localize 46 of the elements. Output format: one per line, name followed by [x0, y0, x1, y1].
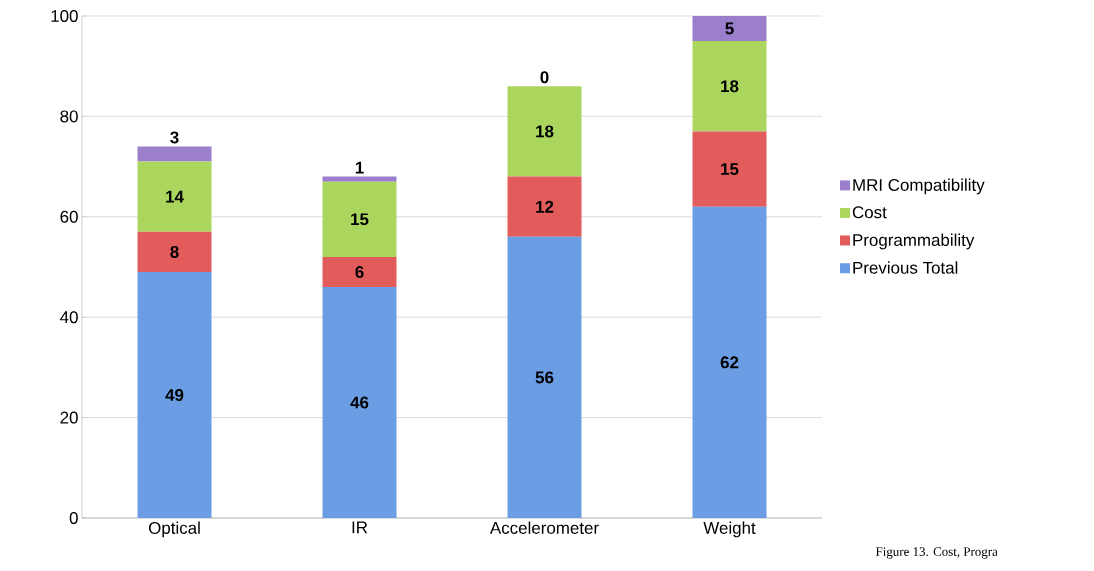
data-label: 5: [725, 22, 734, 35]
y-tick-label: 60: [60, 210, 78, 223]
bar: [322, 176, 397, 182]
x-tick-label: Accelerometer: [489, 521, 599, 534]
legend-label: Programmability: [853, 233, 975, 250]
data-label: 15: [351, 213, 369, 226]
data-label: 14: [166, 190, 184, 203]
bar: [507, 236, 582, 518]
data-label: 18: [536, 125, 554, 138]
bar: [692, 15, 767, 42]
bar: [137, 146, 212, 162]
data-label: 8: [170, 245, 179, 258]
x-tick-label: IR: [352, 521, 368, 534]
x-tick-label: Weight: [703, 521, 756, 538]
data-label: 56: [535, 371, 554, 384]
legend-label: Cost: [852, 206, 887, 219]
data-label: 46: [350, 396, 369, 409]
legend-label: MRI Compatibility: [853, 178, 985, 195]
y-tick-label: 20: [60, 411, 78, 424]
data-label: 12: [536, 200, 554, 213]
data-label: 18: [721, 80, 739, 93]
y-tick-label: 40: [60, 311, 78, 324]
data-label: 62: [720, 356, 739, 369]
x-tick-label: Optical: [148, 521, 200, 538]
data-label: 49: [165, 389, 184, 401]
legend-label: Previous Total: [853, 261, 958, 274]
y-tick-label: 0: [69, 511, 78, 524]
caption: Figure 13. Cost, Progra: [875, 547, 998, 559]
bar: [322, 256, 397, 288]
y-tick-label: 100: [51, 9, 78, 22]
data-label: 15: [721, 163, 739, 176]
bar: [137, 272, 212, 518]
bar: [692, 206, 767, 518]
data-label: 6: [355, 266, 364, 279]
bar: [137, 231, 212, 273]
bar: [322, 181, 397, 257]
data-label: 3: [170, 131, 179, 144]
bar: [692, 131, 767, 207]
bar: [322, 287, 397, 518]
bar: [507, 86, 582, 177]
y-tick-label: 80: [60, 110, 78, 123]
bar: [692, 41, 767, 132]
data-label: 1: [355, 161, 364, 174]
bar: [507, 176, 582, 237]
bar: [137, 161, 212, 232]
data-label: 0: [540, 71, 549, 84]
